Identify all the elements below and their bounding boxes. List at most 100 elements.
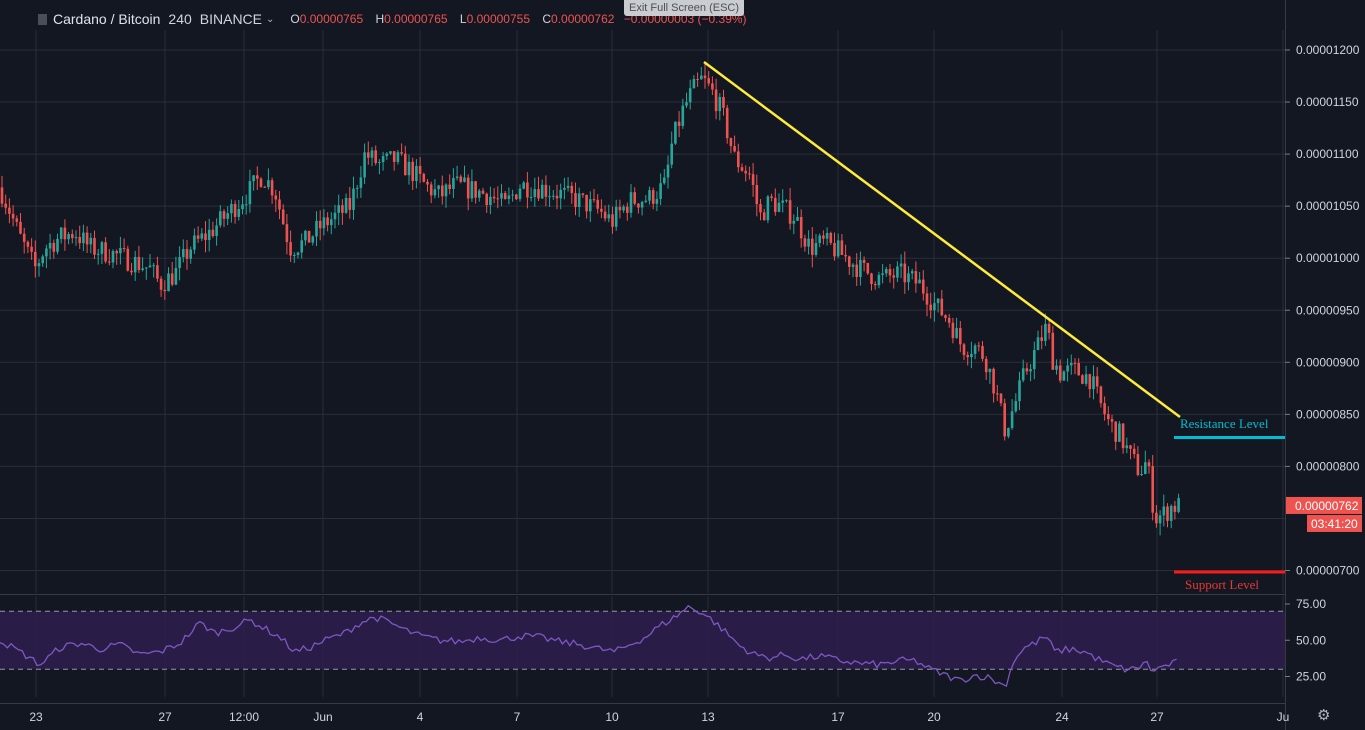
candle-body	[252, 175, 255, 182]
candle-body	[363, 152, 366, 178]
candle-body	[322, 217, 326, 229]
candle-body	[666, 164, 670, 178]
candle-body	[333, 212, 337, 220]
candle-body	[1155, 512, 1158, 524]
candle-body	[67, 234, 70, 240]
candle-body	[829, 232, 833, 243]
candle-body	[703, 75, 707, 79]
candle-body	[1103, 403, 1106, 415]
candle-body	[855, 264, 858, 278]
candle-body	[111, 251, 115, 263]
candle-body	[1147, 462, 1151, 467]
candlestick-series[interactable]	[0, 63, 1180, 536]
candle-body	[1047, 323, 1051, 333]
candle-body	[833, 242, 836, 257]
candle-body	[640, 201, 644, 208]
candle-body	[762, 212, 766, 221]
candle-body	[100, 242, 104, 254]
candle-body	[71, 234, 74, 239]
candle-body	[803, 238, 807, 247]
symbol-square-icon[interactable]	[38, 13, 47, 25]
candle-body	[940, 298, 944, 316]
candle-body	[211, 229, 215, 237]
candle-body	[207, 229, 211, 241]
exchange-label[interactable]: BINANCE	[199, 11, 262, 27]
resistance-level-label: Resistance Level	[1180, 416, 1269, 431]
rsi-axis[interactable]: 75.00 50.00 25.00	[1285, 597, 1326, 684]
candle-body	[574, 193, 577, 208]
candle-body	[374, 150, 377, 164]
candle-body	[862, 259, 866, 263]
candle-body	[215, 225, 218, 237]
candle-body	[1084, 374, 1088, 384]
candle-body	[1177, 498, 1180, 512]
time-axis[interactable]: 23 27 12:00 Jun 4 7 10 13 17 20 24 27 Ju	[29, 710, 1289, 724]
candle-body	[1118, 423, 1121, 442]
candle-body	[777, 202, 781, 212]
candle-body	[973, 345, 977, 354]
candle-body	[707, 78, 710, 84]
candle-body	[548, 196, 551, 198]
candle-body	[463, 177, 466, 182]
candle-body	[500, 193, 503, 199]
price-axis[interactable]: 0.00001200 0.00001150 0.00001100 0.00001050…	[1285, 43, 1360, 578]
interval-label[interactable]: 240	[168, 11, 192, 27]
candle-body	[1044, 323, 1047, 341]
candle-body	[296, 252, 300, 255]
candle-body	[119, 247, 122, 254]
candle-body	[148, 265, 152, 268]
candle-body	[378, 162, 381, 164]
candle-body	[167, 273, 170, 292]
candle-body	[415, 165, 418, 182]
candle-body	[962, 344, 966, 356]
candle-body	[474, 181, 477, 198]
candle-body	[156, 265, 159, 279]
candle-body	[922, 279, 925, 294]
candle-body	[589, 199, 592, 212]
candle-body	[1003, 403, 1006, 437]
candle-body	[1007, 427, 1010, 437]
candle-body	[1110, 419, 1114, 422]
gear-icon[interactable]: ⚙	[1317, 707, 1331, 724]
time-axis-label: Jun	[313, 710, 332, 724]
candle-body	[74, 237, 78, 239]
candle-body	[104, 242, 107, 262]
candle-body	[256, 175, 259, 179]
candle-body	[1121, 423, 1125, 449]
candle-body	[552, 195, 555, 197]
candle-body	[326, 217, 329, 226]
candle-body	[267, 180, 270, 188]
candle-body	[622, 206, 625, 211]
candle-body	[300, 240, 303, 253]
candle-body	[947, 317, 951, 323]
candle-body	[311, 236, 315, 243]
symbol-title[interactable]: Cardano / Bitcoin	[53, 11, 161, 27]
candle-body	[1010, 411, 1014, 428]
candle-body	[8, 207, 11, 214]
candle-body	[407, 161, 411, 176]
candle-body	[293, 254, 296, 256]
price-axis-label: 0.00000900	[1296, 355, 1360, 369]
candle-body	[533, 189, 537, 197]
candle-body	[15, 218, 19, 222]
candle-body	[381, 156, 385, 163]
candle-body	[626, 206, 629, 213]
candle-body	[130, 270, 133, 273]
rsi-line[interactable]	[0, 604, 1177, 688]
candle-body	[352, 188, 355, 210]
candle-body	[1092, 376, 1095, 390]
exit-fullscreen-button[interactable]: Exit Full Screen (ESC)	[624, 0, 745, 16]
candle-body	[226, 213, 229, 219]
candle-body	[1055, 365, 1058, 370]
candle-body	[355, 187, 359, 189]
candle-body	[478, 190, 481, 198]
candle-body	[126, 248, 130, 271]
descending-trendline[interactable]	[703, 60, 1181, 419]
candle-body	[204, 233, 207, 241]
candle-body	[115, 251, 118, 254]
candle-body	[959, 328, 962, 345]
chevron-down-icon[interactable]: ⌄	[266, 13, 275, 25]
candle-body	[592, 199, 596, 201]
price-axis-label: 0.00001200	[1296, 43, 1360, 57]
